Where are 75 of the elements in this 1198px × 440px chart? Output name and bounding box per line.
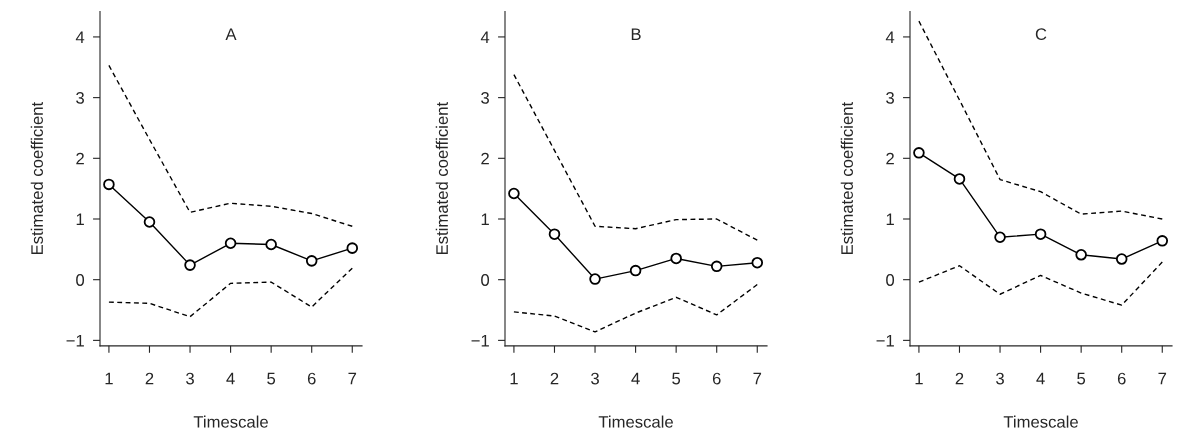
x-tick-label: 3 [186, 372, 194, 385]
point [589, 273, 601, 285]
x-tick-label: 3 [591, 372, 599, 385]
y-tick-label: 1 [481, 213, 489, 226]
x-tick-label: 5 [1077, 372, 1086, 385]
point [103, 178, 115, 191]
y-tick-label: 0 [886, 274, 895, 286]
point [710, 260, 723, 273]
y-axis-title: Estimated coefficient [30, 102, 43, 255]
x-tick-label: 7 [1158, 372, 1167, 385]
x-tick-label: 6 [712, 372, 721, 385]
point [346, 242, 359, 254]
x-axis-title: Timescale [193, 415, 268, 428]
point [1075, 249, 1087, 261]
y-tick-label: −1 [876, 334, 894, 347]
y-tick-label: 2 [481, 152, 489, 165]
point [305, 255, 318, 267]
point [1156, 235, 1169, 247]
y-tick-label: −1 [66, 334, 84, 347]
line-series [513, 73, 758, 241]
line-series [108, 267, 353, 318]
y-tick-label: 4 [480, 31, 490, 43]
y-axis-title: Estimated coefficient [840, 102, 853, 255]
x-tick-label: 2 [550, 372, 559, 385]
x-tick-label: 3 [996, 372, 1004, 385]
x-tick-label: 6 [1117, 372, 1126, 385]
x-tick-label: 4 [226, 372, 235, 385]
x-tick-label: 4 [1036, 372, 1045, 385]
x-tick-label: 1 [915, 372, 923, 385]
text: C [1035, 28, 1047, 41]
x-tick-label: 5 [672, 372, 681, 385]
y-tick-label: 2 [76, 152, 84, 165]
point [670, 252, 682, 265]
point [1034, 228, 1047, 240]
x-tick-label: 2 [145, 372, 154, 385]
y-tick-label: 0 [481, 274, 490, 286]
y-tick-label: 3 [481, 92, 489, 104]
x-tick-label: 1 [105, 372, 113, 385]
point [224, 237, 237, 250]
y-tick-label: 0 [76, 274, 85, 286]
point [629, 264, 642, 277]
point [143, 216, 156, 228]
y-tick-label: 2 [886, 152, 894, 165]
x-axis-title: Timescale [598, 415, 673, 428]
x-tick-label: 2 [955, 372, 964, 385]
y-tick-label: 3 [886, 92, 894, 104]
point [751, 256, 764, 269]
x-tick-label: 4 [631, 372, 640, 385]
point [508, 187, 520, 200]
line-series [918, 20, 1163, 220]
point [913, 147, 925, 159]
point [994, 231, 1006, 243]
point [1115, 253, 1128, 265]
point [953, 173, 966, 185]
x-tick-label: 6 [307, 372, 316, 385]
point [184, 259, 196, 271]
x-axis-title: Timescale [1003, 415, 1078, 428]
point [548, 228, 561, 240]
text: B [631, 28, 641, 40]
x-tick-label: 5 [267, 372, 276, 385]
y-tick-label: 4 [75, 31, 85, 43]
y-tick-label: 3 [76, 92, 84, 104]
x-tick-label: 1 [510, 372, 518, 385]
y-tick-label: 1 [886, 213, 894, 226]
line-series [513, 283, 758, 333]
y-tick-label: 4 [885, 31, 895, 43]
line-series [108, 64, 353, 227]
text: A [225, 28, 237, 40]
y-tick-label: 1 [76, 213, 84, 226]
line-series [918, 261, 1163, 306]
y-axis-title: Estimated coefficient [435, 102, 448, 255]
x-tick-label: 7 [348, 372, 357, 385]
point [265, 238, 277, 251]
y-tick-label: −1 [471, 334, 489, 347]
x-tick-label: 7 [753, 372, 762, 385]
